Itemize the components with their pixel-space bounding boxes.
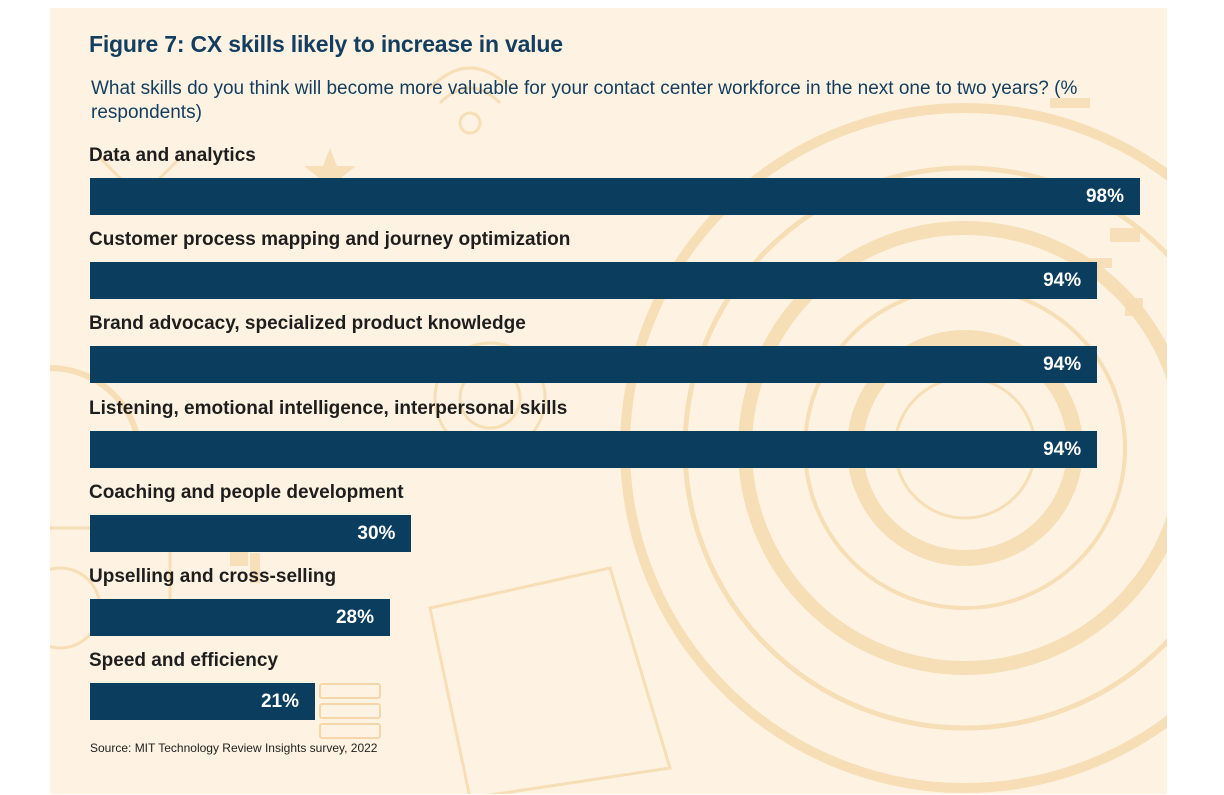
bar: 21% <box>90 683 315 721</box>
bar-value-label: 94% <box>1043 354 1082 376</box>
bar-category-label: Data and analytics <box>89 145 256 166</box>
bar: 98% <box>90 178 1140 215</box>
bar-value-label: 21% <box>260 691 299 713</box>
bar-category-label: Speed and efficiency <box>89 650 279 672</box>
bar-value-label: 98% <box>1085 186 1124 207</box>
bar: 28% <box>90 599 390 636</box>
bar-value-label: 30% <box>357 522 396 544</box>
bar: 94% <box>90 346 1098 384</box>
bar: 94% <box>90 262 1098 300</box>
bar-category-label: Brand advocacy, specialized product know… <box>89 313 526 335</box>
bar-value-label: 94% <box>1043 270 1082 292</box>
chart-subtitle: What skills do you think will become mor… <box>91 78 1078 123</box>
source-note: Source: MIT Technology Review Insights s… <box>90 741 378 755</box>
bar-category-label: Upselling and cross-selling <box>89 566 337 587</box>
chart-card: Figure 7: CX skills likely to increase i… <box>50 8 1167 794</box>
chart-title: Figure 7: CX skills likely to increase i… <box>89 31 563 57</box>
bar-category-label: Listening, emotional intelligence, inter… <box>89 397 568 419</box>
bar: 30% <box>90 514 412 552</box>
bar-value-label: 28% <box>335 607 374 628</box>
bar-category-label: Coaching and people development <box>89 481 404 503</box>
bar-chart: Data and analytics 98% Customer process ma… <box>50 8 1167 794</box>
bar-category-label: Customer process mapping and journey opt… <box>89 229 571 251</box>
bar: 94% <box>90 430 1098 468</box>
bar-value-label: 94% <box>1043 438 1082 460</box>
